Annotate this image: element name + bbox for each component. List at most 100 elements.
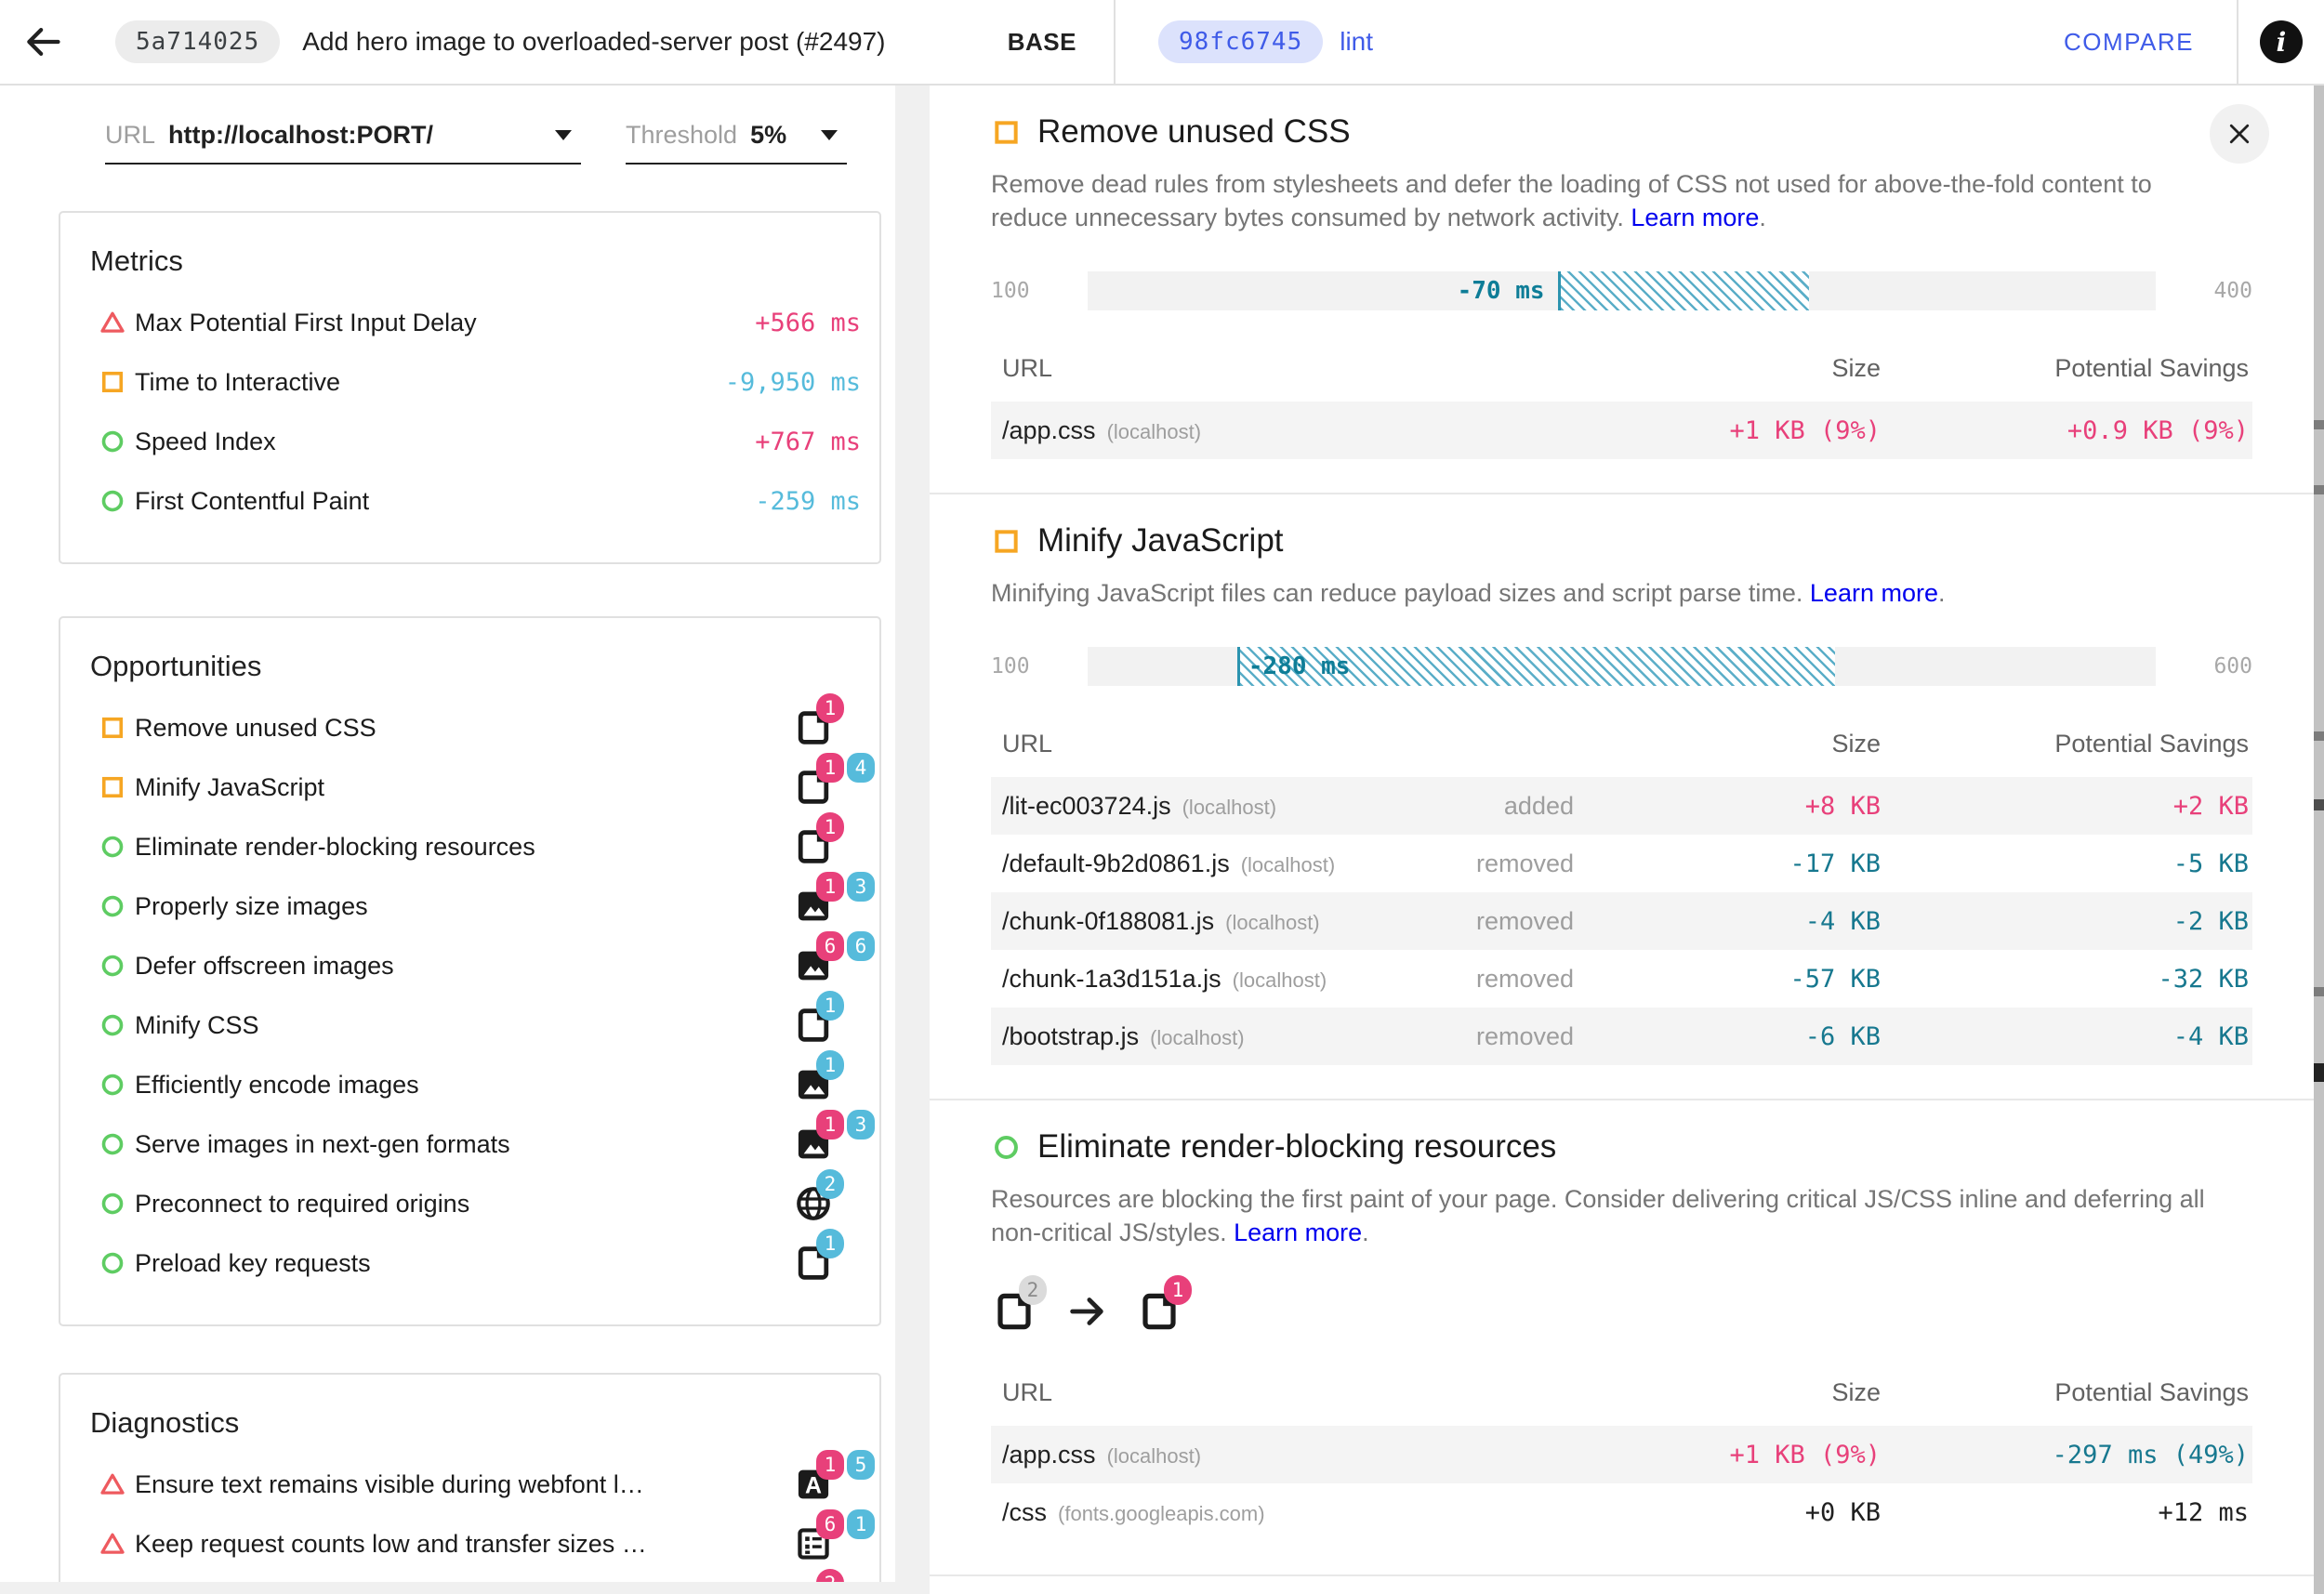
pass-circle-icon	[99, 487, 126, 515]
metric-row[interactable]: Speed Index +767 ms	[88, 412, 861, 471]
compare-button[interactable]: COMPARE	[2063, 27, 2194, 56]
audit-row-preconnect-origins[interactable]: Preconnect to required origins 2	[88, 1169, 861, 1233]
build-title: Add hero image to overloaded-server post…	[302, 27, 886, 56]
metric-label: Speed Index	[135, 427, 276, 455]
chevron-down-icon	[821, 130, 838, 140]
learn-more-link[interactable]: Learn more	[1234, 1219, 1363, 1246]
url-cell: /bootstrap.js (localhost)	[991, 1022, 1360, 1051]
column-header-savings: Potential Savings	[2054, 729, 2249, 757]
url-cell: /app.css (localhost)	[991, 416, 1574, 445]
base-commit-hash-badge[interactable]: 5a714025	[115, 20, 281, 63]
audit-label: Keep request counts low and transfer siz…	[135, 1529, 647, 1558]
savings-cell: +0.9 KB (9%)	[2067, 415, 2249, 445]
audit-row-eliminate-render-blocking[interactable]: Eliminate render-blocking resources 1	[88, 812, 861, 876]
metric-delta-value: -9,950 ms	[724, 367, 861, 397]
metric-row[interactable]: Time to Interactive -9,950 ms	[88, 352, 861, 412]
size-cell: -4 KB	[1804, 906, 1881, 936]
close-detail-button[interactable]	[2210, 104, 2269, 164]
learn-more-link[interactable]: Learn more	[1809, 579, 1938, 607]
resource-path: /app.css	[1002, 1440, 1096, 1469]
regression-count-badge: 1	[816, 1450, 844, 1480]
description-text: Remove dead rules from stylesheets and d…	[991, 170, 2152, 231]
improvement-count-badge: 3	[847, 1110, 875, 1140]
table-header-row: URL Size Potential Savings	[991, 342, 2252, 394]
url-select[interactable]: URL http://localhost:PORT/	[105, 121, 581, 165]
arrow-right-icon	[1065, 1290, 1108, 1333]
resource-path: /lit-ec003724.js	[1002, 791, 1171, 820]
detail-section-title: Minify JavaScript	[1037, 522, 1284, 559]
opportunities-card-title: Opportunities	[90, 650, 262, 682]
gauge-track: -280 ms	[1088, 647, 2156, 686]
column-header-url: URL	[1002, 729, 1053, 757]
pass-circle-icon	[99, 1130, 126, 1158]
audit-label: Eliminate render-blocking resources	[135, 832, 535, 861]
gauge-min-label: 100	[991, 279, 1030, 303]
size-cell: -57 KB	[1789, 964, 1881, 994]
back-button[interactable]	[0, 0, 86, 85]
audit-row-minify-css[interactable]: Minify CSS 1	[88, 991, 861, 1055]
scrollbar-thumb[interactable]	[2314, 1063, 2324, 1082]
compare-resource-indicator: 1	[1136, 1275, 1192, 1335]
table-row: /lit-ec003724.js (localhost) added +8 KB …	[991, 777, 2252, 835]
top-bar-divider-2	[2237, 0, 2238, 85]
top-bar-right: 98fc6745 lint COMPARE	[1116, 0, 2237, 84]
audit-detail-table: URL Size Potential Savings /app.css (loca…	[991, 1366, 2252, 1541]
description-text: Resources are blocking the first paint o…	[991, 1185, 2205, 1246]
pass-circle-icon	[99, 1190, 126, 1218]
filter-controls: URL http://localhost:PORT/ Threshold 5%	[105, 121, 895, 165]
threshold-select[interactable]: Threshold 5%	[626, 121, 847, 165]
audit-file-indicator: 2	[792, 1169, 844, 1225]
metric-label: Time to Interactive	[135, 367, 341, 396]
scrollbar-marker	[2314, 485, 2324, 494]
url-select-value: http://localhost:PORT/	[168, 121, 433, 149]
metric-row[interactable]: Max Potential First Input Delay +566 ms	[88, 293, 861, 352]
improvement-count-badge: 1	[816, 1050, 844, 1080]
gauge-min-label: 100	[991, 654, 1030, 678]
base-label: BASE	[1007, 27, 1076, 56]
average-square-icon	[99, 714, 126, 742]
url-cell: /app.css (localhost)	[991, 1441, 1574, 1469]
size-cell: +8 KB	[1804, 791, 1881, 821]
pass-circle-icon	[99, 428, 126, 455]
audit-row-efficiently-encode-images[interactable]: Efficiently encode images 1	[88, 1050, 861, 1114]
audit-row-webfont-visible[interactable]: Ensure text remains visible during webfo…	[88, 1450, 875, 1514]
regression-count-badge: 2	[816, 1569, 844, 1582]
section-divider	[930, 1574, 2314, 1576]
metric-delta-value: +566 ms	[755, 308, 861, 337]
info-button[interactable]: i	[2238, 0, 2324, 85]
url-cell: /default-9b2d0861.js (localhost)	[991, 850, 1360, 878]
audit-row-third-party-code[interactable]: Reduce the impact of third-party code 2	[88, 1569, 861, 1582]
audit-row-remove-unused-css[interactable]: Remove unused CSS 1	[88, 693, 861, 757]
regression-count-badge: 1	[816, 812, 844, 842]
table-row: /bootstrap.js (localhost) removed -6 KB -…	[991, 1008, 2252, 1065]
audit-detail-panel: Remove unused CSS Remove dead rules from…	[930, 86, 2314, 1594]
audit-row-preload-key-requests[interactable]: Preload key requests 1	[88, 1229, 861, 1293]
size-cell: +1 KB (9%)	[1729, 415, 1881, 445]
savings-cell: +12 ms	[2158, 1497, 2249, 1527]
improvement-count-badge: 4	[847, 753, 875, 783]
audit-row-request-counts[interactable]: Keep request counts low and transfer siz…	[88, 1509, 875, 1574]
scrollbar[interactable]	[2314, 86, 2324, 1594]
learn-more-link[interactable]: Learn more	[1631, 204, 1760, 231]
compare-commit-hash-badge[interactable]: 98fc6745	[1158, 20, 1324, 63]
metric-row[interactable]: First Contentful Paint -259 ms	[88, 471, 861, 531]
url-select-label: URL	[105, 121, 156, 149]
pass-circle-icon	[99, 1249, 126, 1277]
metrics-card-title: Metrics	[90, 244, 183, 277]
metrics-card: Metrics Max Potential First Input Delay …	[59, 211, 881, 564]
column-header-url: URL	[1002, 1377, 1053, 1406]
size-cell: +1 KB (9%)	[1729, 1440, 1881, 1469]
resource-host: (localhost)	[1240, 852, 1336, 876]
audit-label: Serve images in next-gen formats	[135, 1129, 510, 1158]
average-square-icon	[99, 368, 126, 396]
column-header-savings: Potential Savings	[2054, 1377, 2249, 1406]
detail-section-render-blocking: Eliminate render-blocking resources Reso…	[930, 1100, 2314, 1574]
gauge-delta-label: -280 ms	[1248, 652, 1351, 680]
size-cell: -6 KB	[1804, 1021, 1881, 1051]
audit-label: Minify JavaScript	[135, 772, 325, 801]
